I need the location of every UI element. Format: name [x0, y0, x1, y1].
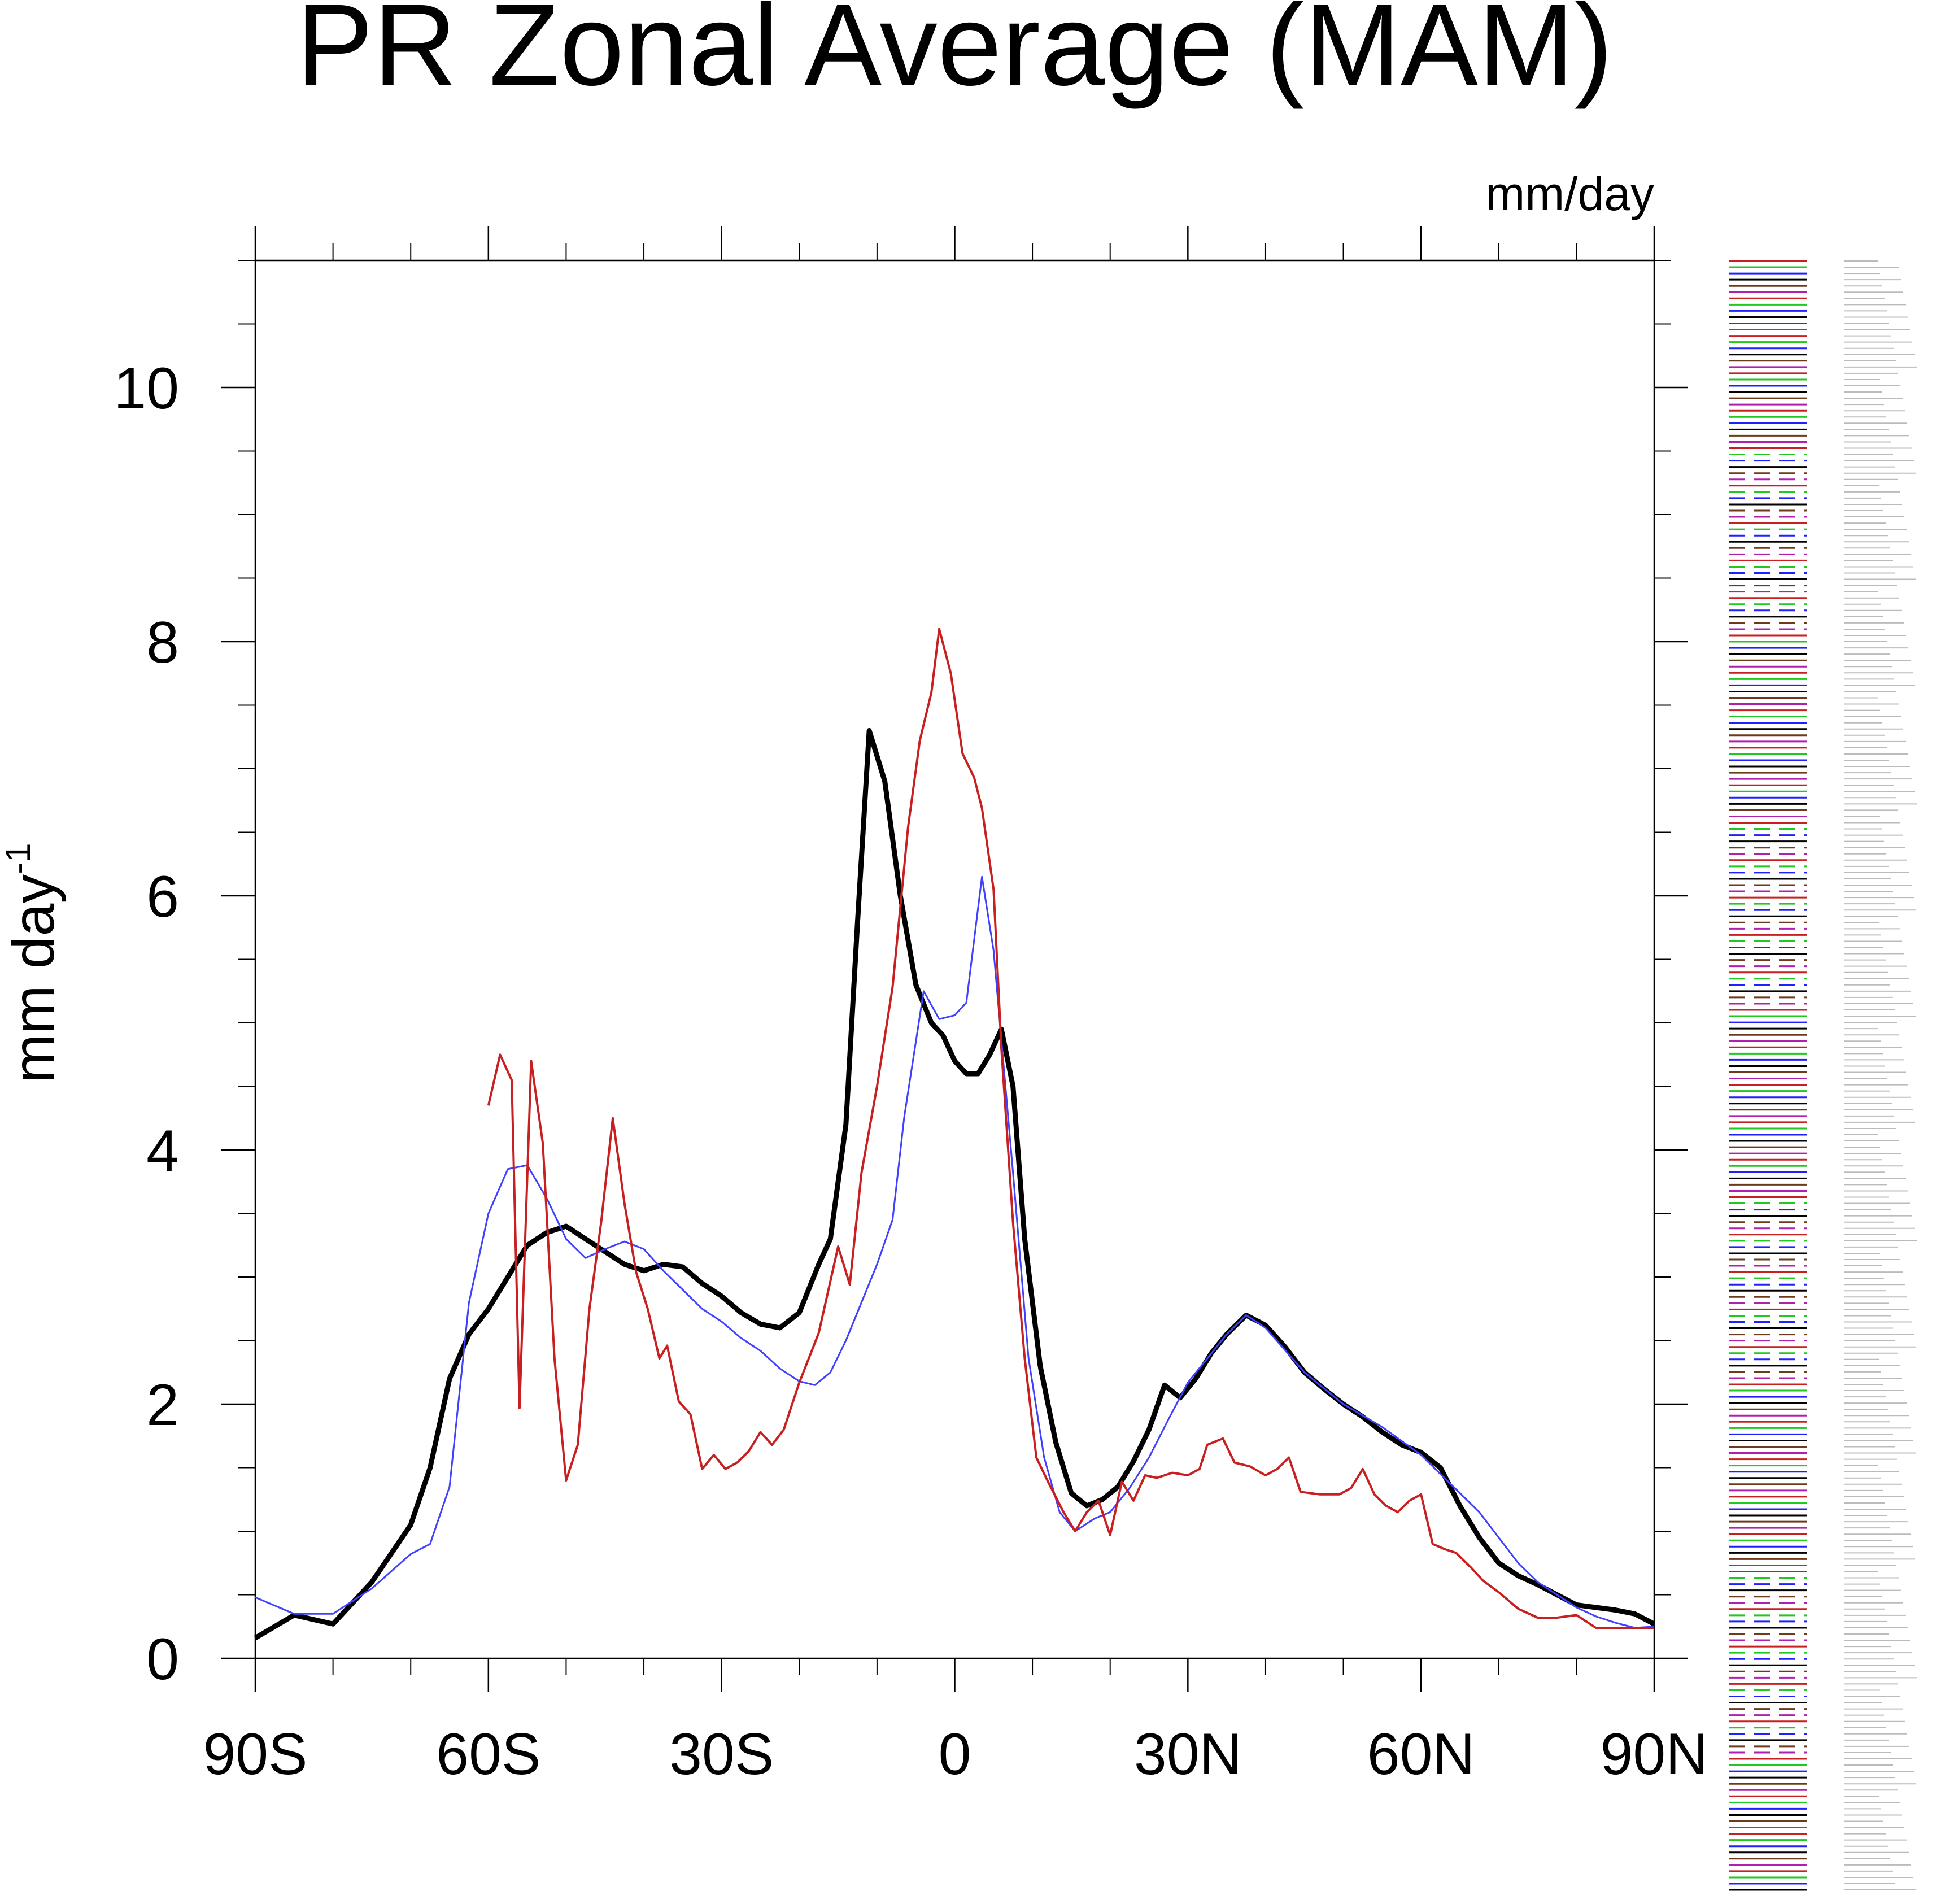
y-tick-label: 4 [146, 1118, 179, 1184]
x-tick-label: 90N [1601, 1722, 1708, 1787]
series-line [487, 628, 1654, 1629]
units-label: mm/day [1485, 167, 1654, 220]
plot-frame [254, 259, 1655, 1659]
x-tick-label: 90S [203, 1722, 307, 1787]
y-tick-label: 6 [146, 864, 179, 930]
series-line [255, 875, 1655, 1629]
series-line [254, 728, 1656, 1640]
chart-title: PR Zonal Average (MAM) [296, 0, 1613, 110]
y-axis-label: mm day-1 [0, 843, 67, 1083]
x-tick-label: 60S [436, 1722, 540, 1787]
legend [1729, 260, 1917, 1891]
x-tick-label: 60N [1367, 1722, 1475, 1787]
y-tick-label: 10 [114, 356, 179, 421]
y-tick-label: 8 [146, 610, 179, 676]
y-axis-label-text: mm day [1, 874, 67, 1083]
y-axis-label-superscript: -1 [0, 843, 38, 874]
y-tick-label: 0 [146, 1627, 179, 1692]
x-tick-label: 30N [1134, 1722, 1242, 1787]
y-tick-label: 2 [146, 1373, 179, 1438]
x-tick-label: 0 [939, 1722, 971, 1787]
x-tick-label: 30S [669, 1722, 774, 1787]
